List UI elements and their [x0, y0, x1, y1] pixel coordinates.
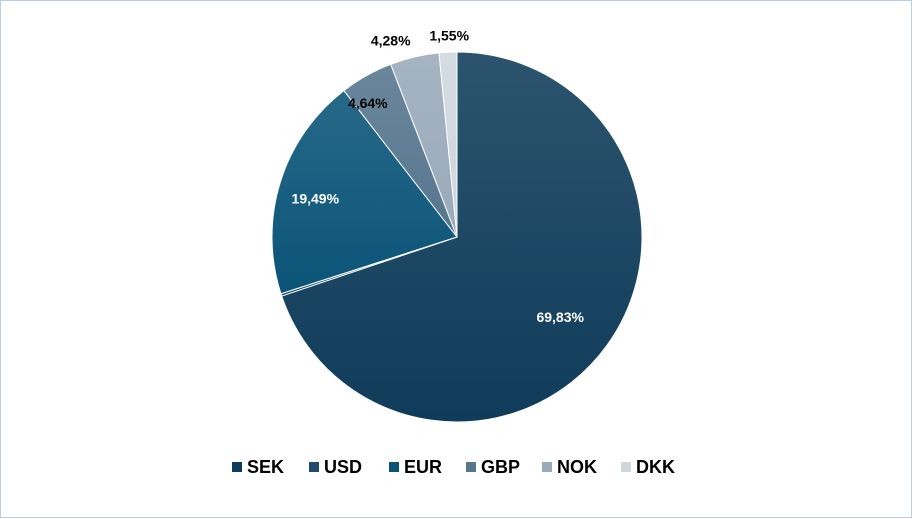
legend-label-dkk: DKK — [636, 457, 675, 477]
legend-label-sek: SEK — [247, 457, 284, 477]
data-label-dkk: 1,55% — [429, 28, 469, 44]
data-label-gbp: 4,64% — [348, 95, 388, 111]
data-label-sek: 69,83% — [536, 309, 584, 325]
legend-swatch-dkk — [621, 462, 631, 472]
data-label-eur: 19,49% — [292, 191, 340, 207]
pie-slice-dkk — [438, 51, 458, 238]
data-label-nok: 4,28% — [371, 33, 411, 49]
legend: SEK USD EUR GBP NOK DKK — [232, 457, 675, 477]
legend-label-gbp: GBP — [481, 457, 520, 477]
legend-label-nok: NOK — [557, 457, 597, 477]
data-labels: 69,83% 19,49% 4,64% 4,28% 1,55% — [292, 28, 585, 325]
pie-slice-sek — [281, 51, 643, 423]
legend-swatch-usd — [309, 462, 319, 472]
legend-swatch-eur — [389, 462, 399, 472]
legend-swatch-nok — [542, 462, 552, 472]
pie-slice-eur — [271, 89, 458, 295]
legend-label-eur: EUR — [404, 457, 442, 477]
legend-swatch-gbp — [466, 462, 476, 472]
legend-swatch-sek — [232, 462, 242, 472]
pie-slices — [271, 51, 643, 423]
legend-label-usd: USD — [324, 457, 362, 477]
